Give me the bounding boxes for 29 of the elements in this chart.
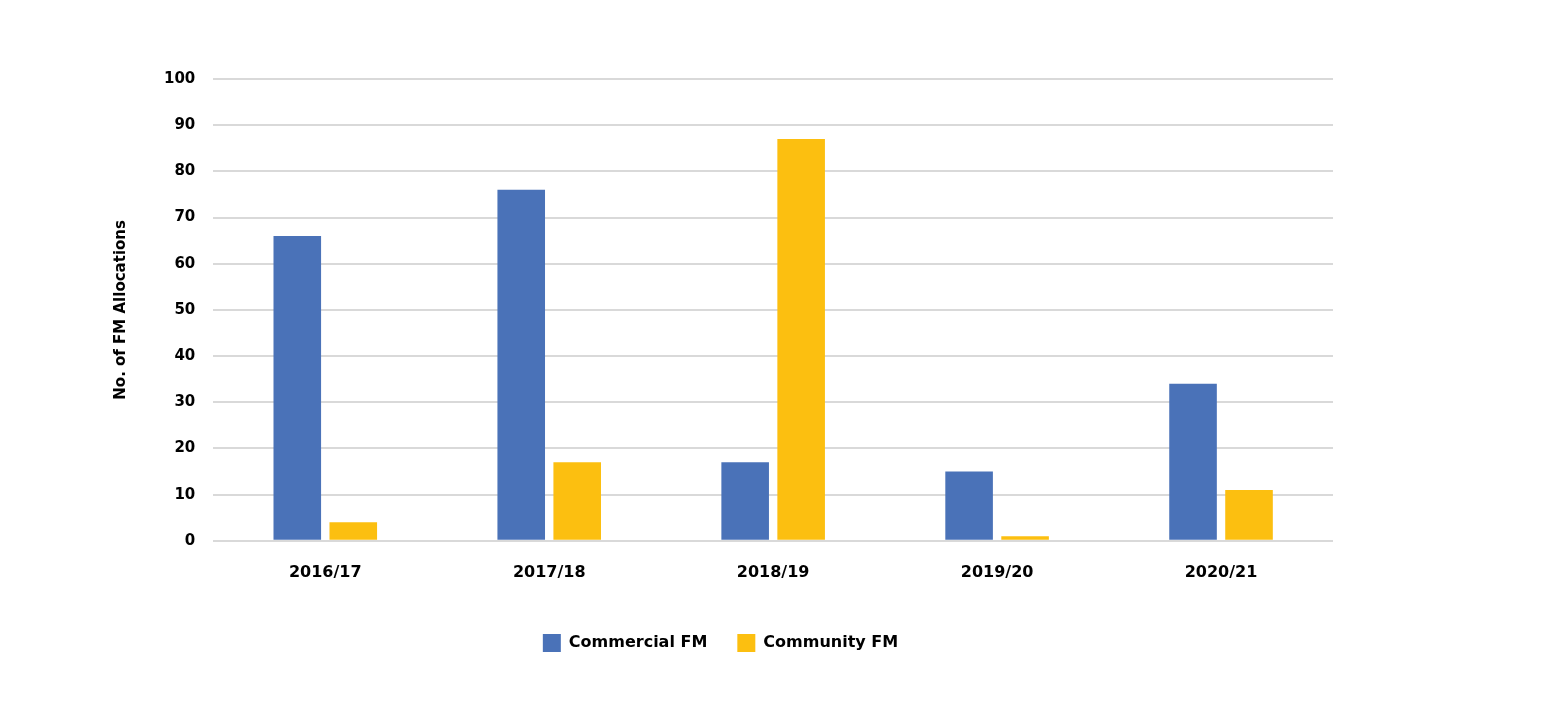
y-tick-label: 30 (174, 392, 196, 411)
y-tick-label: 80 (174, 161, 196, 180)
y-tick-label: 60 (174, 253, 196, 272)
bar (329, 522, 378, 540)
x-tick-label: 2018/19 (736, 561, 810, 581)
bar (553, 462, 601, 540)
legend-label: Commercial FM (568, 632, 708, 652)
y-axis-title: No. of FM Allocations (110, 220, 129, 400)
x-tick-label: 2016/17 (288, 561, 362, 581)
y-tick-label: 100 (164, 68, 196, 87)
bar (721, 462, 769, 540)
x-tick-label: 2020/21 (1184, 561, 1258, 581)
y-tick-label: 0 (184, 530, 196, 549)
y-tick-label: 20 (174, 438, 196, 457)
bar (945, 471, 993, 540)
bar (777, 139, 825, 540)
bar (1169, 383, 1217, 540)
x-tick-label: 2019/20 (960, 561, 1034, 581)
y-tick-label: 10 (174, 484, 196, 503)
legend-label: Community FM (763, 632, 899, 652)
bar (1225, 490, 1273, 540)
y-tick-label: 50 (174, 299, 196, 318)
bar (1001, 536, 1049, 540)
x-tick-label: 2017/18 (512, 561, 586, 581)
y-tick-label: 40 (174, 345, 196, 364)
bar (273, 236, 322, 540)
bar (497, 189, 546, 540)
y-tick-label: 70 (174, 207, 196, 226)
y-tick-label: 90 (174, 115, 196, 134)
